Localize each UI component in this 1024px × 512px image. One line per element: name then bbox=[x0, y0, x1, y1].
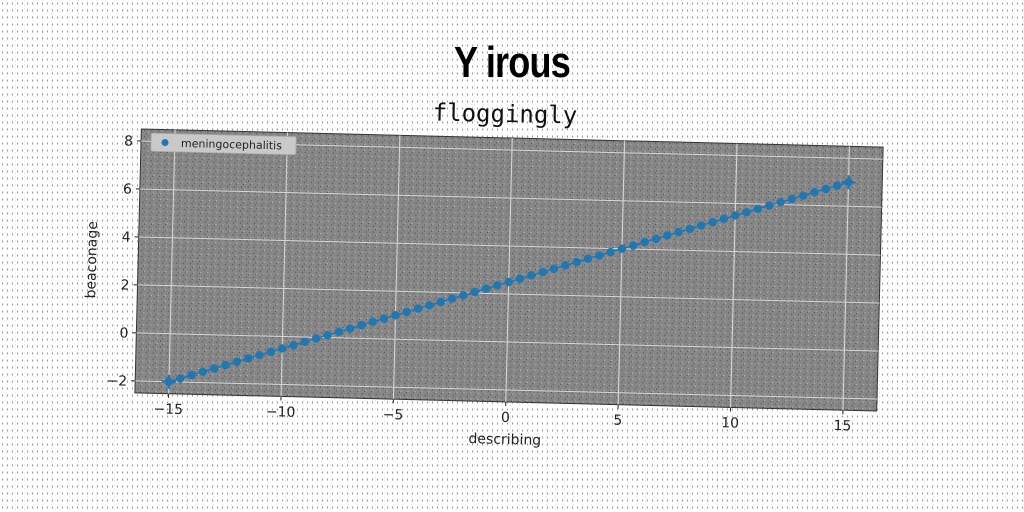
y-tick-label: 0 bbox=[119, 326, 128, 342]
data-point bbox=[810, 188, 819, 197]
x-tick-label: −5 bbox=[382, 407, 403, 423]
data-point bbox=[561, 261, 570, 270]
x-tick-label: 15 bbox=[833, 418, 851, 434]
y-tick-label: −2 bbox=[106, 373, 127, 389]
data-point bbox=[402, 307, 411, 317]
x-tick-label: 0 bbox=[501, 410, 510, 426]
data-point bbox=[640, 237, 649, 247]
plot-area: −15 −10 −5 0 5 10 15 −2 0 2 4 6 8 describing beaconage… bbox=[83, 128, 884, 449]
grid-line-x bbox=[168, 129, 176, 394]
data-point bbox=[651, 234, 661, 243]
data-point bbox=[674, 227, 683, 237]
data-point bbox=[425, 301, 434, 310]
grid-line-y bbox=[138, 236, 881, 256]
endpoint-marker bbox=[161, 374, 176, 389]
data-point bbox=[459, 291, 468, 300]
grid-line-x bbox=[730, 143, 738, 408]
x-tick-label: −10 bbox=[266, 404, 296, 421]
data-point bbox=[595, 251, 604, 260]
y-axis-label: beaconage bbox=[83, 221, 101, 299]
data-point bbox=[832, 181, 842, 190]
data-point bbox=[742, 207, 751, 217]
data-point bbox=[198, 367, 208, 376]
legend: meningocephalitis bbox=[150, 132, 297, 156]
data-point bbox=[697, 221, 706, 230]
data-point bbox=[368, 317, 377, 327]
data-point bbox=[481, 284, 491, 293]
y-tick-label: 8 bbox=[124, 134, 133, 150]
x-tick-label: 10 bbox=[721, 415, 739, 431]
data-point bbox=[685, 224, 695, 234]
data-point bbox=[277, 344, 287, 353]
endpoint-marker bbox=[841, 175, 856, 190]
data-point bbox=[629, 241, 638, 250]
data-point bbox=[413, 304, 423, 313]
data-point bbox=[266, 347, 276, 357]
grid-line-x bbox=[392, 135, 401, 400]
data-point bbox=[753, 204, 763, 214]
grid-line-y bbox=[135, 380, 877, 400]
data-point bbox=[606, 247, 615, 257]
data-point bbox=[232, 357, 242, 366]
data-point bbox=[289, 340, 298, 350]
data-point bbox=[617, 244, 627, 253]
grid-line-y bbox=[139, 188, 882, 208]
data-point bbox=[799, 191, 808, 200]
data-point bbox=[663, 231, 672, 240]
y-tick-label: 2 bbox=[120, 278, 129, 294]
data-point bbox=[765, 201, 774, 210]
data-point bbox=[243, 354, 253, 363]
data-point bbox=[300, 337, 310, 347]
data-point bbox=[538, 267, 547, 277]
grid-line-y bbox=[137, 284, 880, 304]
data-point bbox=[447, 294, 457, 303]
x-tick-label: −15 bbox=[153, 401, 183, 418]
data-point bbox=[776, 198, 785, 207]
data-point bbox=[311, 334, 321, 343]
data-point bbox=[527, 271, 536, 280]
data-point bbox=[493, 281, 502, 290]
data-point bbox=[221, 360, 230, 370]
data-point bbox=[470, 287, 479, 297]
grid-line-x bbox=[617, 140, 626, 405]
x-tick-label: 5 bbox=[613, 413, 622, 429]
grid-line-x bbox=[842, 146, 850, 411]
data-point bbox=[549, 264, 559, 273]
data-point bbox=[334, 327, 344, 337]
data-point bbox=[731, 211, 740, 220]
data-point bbox=[436, 297, 445, 307]
grid-line-x bbox=[505, 138, 513, 402]
grid-line-y bbox=[136, 332, 879, 352]
data-point bbox=[583, 254, 593, 263]
data-point bbox=[357, 321, 366, 330]
data-point bbox=[504, 277, 513, 287]
data-point bbox=[379, 314, 389, 323]
data-point bbox=[345, 324, 355, 333]
y-tick-label: 4 bbox=[122, 230, 131, 246]
data-point bbox=[323, 330, 332, 340]
x-axis-label: describing bbox=[468, 431, 541, 449]
chart-title: Y irous bbox=[454, 38, 571, 87]
y-tick-label: 6 bbox=[123, 182, 132, 198]
legend-box bbox=[150, 132, 297, 156]
data-point bbox=[176, 374, 185, 383]
data-point bbox=[210, 364, 219, 373]
data-point bbox=[187, 370, 196, 380]
data-point bbox=[515, 274, 525, 283]
data-point bbox=[708, 217, 717, 227]
legend-label: meningocephalitis bbox=[181, 137, 282, 152]
data-point bbox=[391, 311, 400, 320]
legend-marker bbox=[161, 139, 169, 147]
data-point bbox=[787, 194, 797, 204]
data-point bbox=[719, 214, 729, 224]
data-point bbox=[821, 184, 831, 194]
data-point bbox=[572, 257, 581, 267]
data-point bbox=[255, 350, 264, 360]
